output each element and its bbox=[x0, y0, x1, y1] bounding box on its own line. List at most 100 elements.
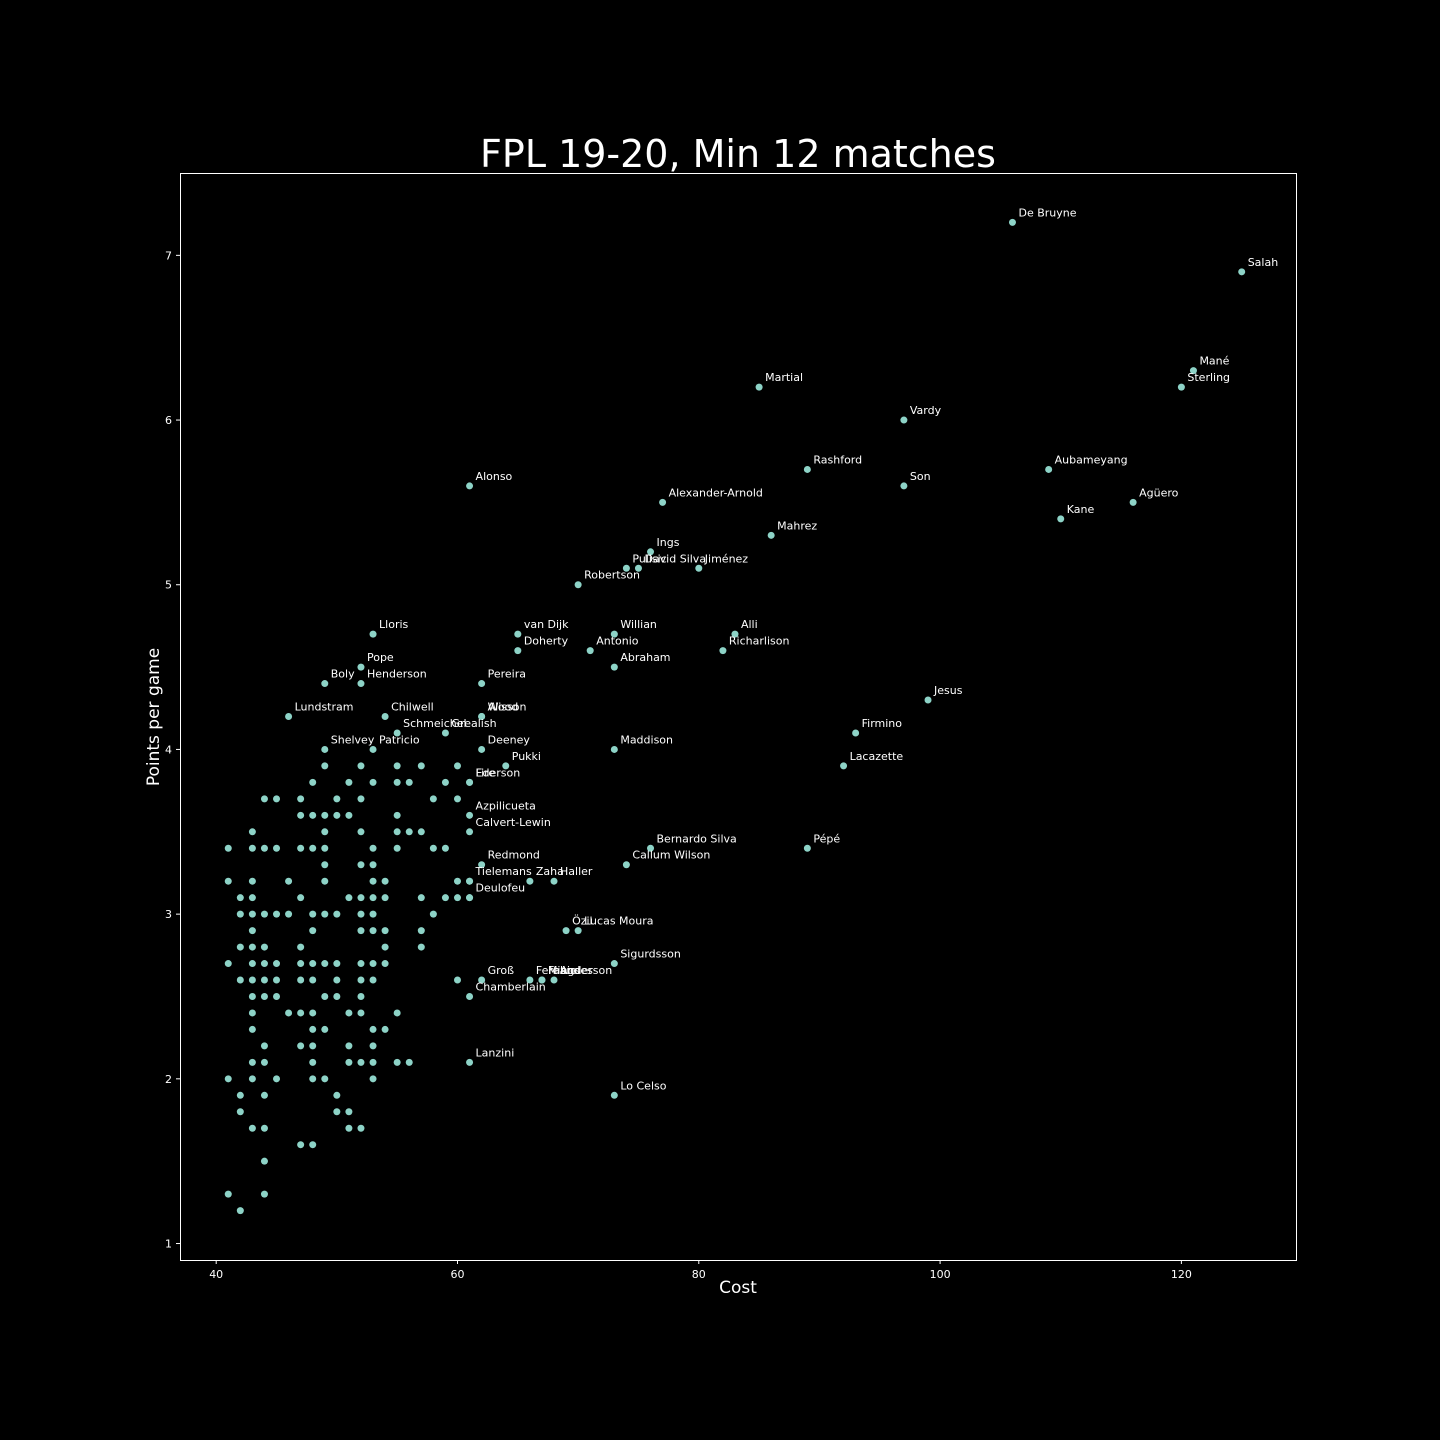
data-point bbox=[248, 894, 256, 902]
data-point bbox=[321, 1075, 329, 1083]
data-point bbox=[1045, 465, 1053, 473]
data-point bbox=[381, 877, 389, 885]
data-point bbox=[285, 910, 293, 918]
data-point bbox=[260, 960, 268, 968]
data-point bbox=[248, 1025, 256, 1033]
data-point bbox=[393, 811, 401, 819]
data-point bbox=[309, 1075, 317, 1083]
data-point-label: Lucas Moura bbox=[584, 915, 653, 928]
data-point bbox=[647, 844, 655, 852]
data-point bbox=[345, 894, 353, 902]
data-point bbox=[393, 1009, 401, 1017]
data-point-label: Pulisic bbox=[632, 552, 666, 565]
data-point bbox=[248, 960, 256, 968]
data-point bbox=[393, 762, 401, 770]
data-point bbox=[309, 811, 317, 819]
data-point bbox=[900, 482, 908, 490]
data-point bbox=[852, 729, 860, 737]
data-point bbox=[803, 465, 811, 473]
data-point bbox=[369, 1075, 377, 1083]
data-point bbox=[466, 894, 474, 902]
data-point bbox=[224, 960, 232, 968]
data-point bbox=[236, 910, 244, 918]
data-point bbox=[369, 630, 377, 638]
data-point bbox=[260, 1190, 268, 1198]
data-point bbox=[357, 1009, 365, 1017]
data-point bbox=[224, 1190, 232, 1198]
data-point-label: Henderson bbox=[367, 668, 427, 681]
data-point-label: Chamberlain bbox=[476, 980, 546, 993]
data-point bbox=[393, 844, 401, 852]
data-point bbox=[345, 811, 353, 819]
data-point bbox=[369, 976, 377, 984]
data-point bbox=[381, 894, 389, 902]
x-tick-label: 120 bbox=[1171, 1268, 1192, 1281]
data-point bbox=[248, 877, 256, 885]
data-point bbox=[393, 729, 401, 737]
data-point bbox=[1177, 383, 1185, 391]
data-point bbox=[345, 1124, 353, 1132]
data-point bbox=[393, 828, 401, 836]
data-point bbox=[550, 877, 558, 885]
y-tick-label: 5 bbox=[165, 579, 172, 592]
data-point bbox=[369, 877, 377, 885]
data-point bbox=[1238, 268, 1246, 276]
data-point bbox=[429, 844, 437, 852]
data-point-label: Lloris bbox=[379, 618, 408, 631]
data-point-label: Lacazette bbox=[850, 750, 904, 763]
data-point bbox=[248, 1075, 256, 1083]
data-point bbox=[417, 762, 425, 770]
data-point bbox=[236, 894, 244, 902]
data-point-label: Robertson bbox=[584, 569, 640, 582]
data-point bbox=[1057, 515, 1065, 523]
data-point bbox=[260, 844, 268, 852]
data-point bbox=[574, 927, 582, 935]
data-point bbox=[309, 778, 317, 786]
data-point bbox=[417, 894, 425, 902]
data-point bbox=[297, 844, 305, 852]
data-point bbox=[466, 1058, 474, 1066]
data-point bbox=[236, 1207, 244, 1215]
data-point bbox=[381, 943, 389, 951]
data-point bbox=[393, 1058, 401, 1066]
data-point bbox=[309, 1141, 317, 1149]
data-point bbox=[610, 960, 618, 968]
data-point-label: Fire bbox=[476, 766, 496, 779]
x-tick-label: 100 bbox=[930, 1268, 951, 1281]
data-point bbox=[309, 927, 317, 935]
data-point bbox=[478, 680, 486, 688]
data-point-label: Özil bbox=[572, 915, 593, 928]
data-point-label: Sigurdsson bbox=[620, 948, 680, 961]
data-points bbox=[224, 218, 1246, 1215]
data-point bbox=[321, 960, 329, 968]
data-point bbox=[273, 1075, 281, 1083]
data-point-label: Rashford bbox=[813, 453, 862, 466]
data-point bbox=[381, 960, 389, 968]
data-point bbox=[236, 1091, 244, 1099]
data-point bbox=[647, 548, 655, 556]
data-point bbox=[369, 1058, 377, 1066]
data-point bbox=[321, 910, 329, 918]
data-point bbox=[357, 762, 365, 770]
data-point bbox=[297, 960, 305, 968]
x-tick-label: 40 bbox=[209, 1268, 223, 1281]
data-point-label: Alisson bbox=[488, 701, 527, 714]
data-point bbox=[333, 1108, 341, 1116]
data-point bbox=[429, 910, 437, 918]
data-point bbox=[273, 844, 281, 852]
data-point bbox=[260, 1091, 268, 1099]
data-point-label: Pépé bbox=[813, 832, 840, 845]
data-point bbox=[429, 795, 437, 803]
data-point-label: Deeney bbox=[488, 733, 531, 746]
data-point bbox=[297, 943, 305, 951]
data-point bbox=[659, 498, 667, 506]
data-point bbox=[453, 894, 461, 902]
data-point-label: van Dijk bbox=[524, 618, 569, 631]
data-point bbox=[466, 778, 474, 786]
data-point-label: Doherty bbox=[524, 635, 569, 648]
data-point bbox=[478, 861, 486, 869]
data-point-label: Grealish bbox=[451, 717, 496, 730]
data-point-label: Firmino bbox=[862, 717, 903, 730]
data-point bbox=[1008, 218, 1016, 226]
data-point bbox=[224, 844, 232, 852]
